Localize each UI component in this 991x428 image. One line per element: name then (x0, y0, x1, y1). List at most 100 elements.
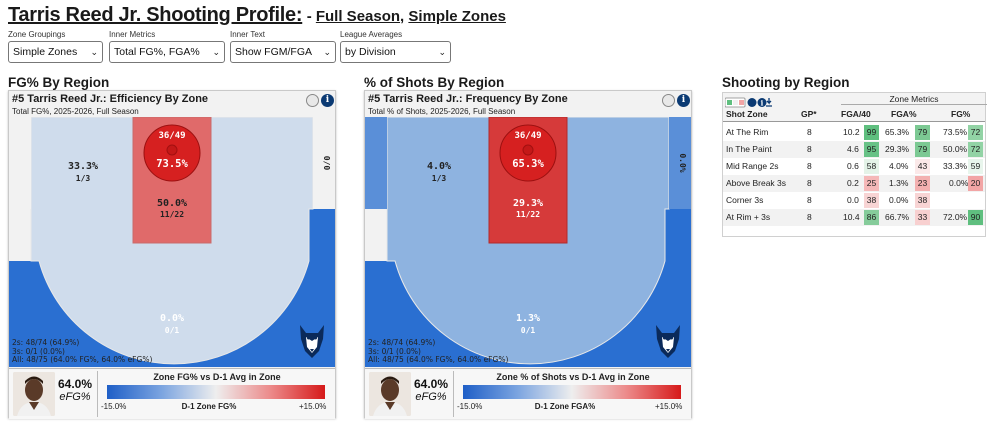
three-frac: 0/1 (165, 326, 180, 335)
chevron-down-icon: ⌄ (90, 47, 98, 57)
panel-heading: #5 Tarris Reed Jr.: Efficiency By Zone (12, 93, 209, 105)
cell-fga40: 4.6 (847, 144, 859, 154)
three-frac: 0/1 (521, 326, 536, 335)
inner-text-label: Inner Text (230, 30, 265, 39)
info-icon[interactable]: i (321, 94, 334, 107)
stat-twos: 2s: 48/74 (64.9%) (12, 338, 80, 347)
cell-fgapct-rank: 79 (915, 142, 930, 157)
corner-left-empty (9, 117, 31, 209)
three-pct: 0.0% (160, 313, 184, 324)
toggle-circle-icon[interactable] (306, 94, 319, 107)
inner-text-select[interactable]: Show FGM/FGA ⌄ (230, 41, 336, 63)
inner-metrics-label: Inner Metrics (109, 30, 156, 39)
info-icon[interactable]: i (677, 94, 690, 107)
cell-fgapct: 66.7% (885, 212, 910, 222)
legend-title: Zone FG% vs D-1 Avg in Zone (153, 372, 281, 382)
cell-fgapct-rank: 79 (915, 125, 930, 140)
cell-fga40-rank: 99 (864, 125, 879, 140)
paint-frac: 11/22 (516, 210, 540, 219)
table-header (723, 106, 985, 122)
cell-fga40: 0.0 (847, 195, 859, 205)
title-sub-zones[interactable]: Simple Zones (408, 8, 506, 25)
mid-pct: 4.0% (427, 161, 451, 172)
table-row: Above Break 3s 8 0.2 25 1.3% 23 0.0% 20 (723, 175, 985, 192)
rim-frac: 36/49 (514, 131, 541, 141)
legend-title: Zone % of Shots vs D-1 Avg in Zone (496, 372, 650, 382)
col-fg-pct[interactable]: FG% (951, 109, 971, 119)
mid-pct: 33.3% (68, 161, 98, 172)
info-icon[interactable] (757, 98, 767, 107)
zone-groupings-select[interactable]: Simple Zones ⌄ (8, 41, 103, 63)
col-shot-zone[interactable]: Shot Zone (726, 109, 768, 119)
cell-gp: 8 (807, 195, 812, 205)
hoop (166, 144, 178, 156)
cell-fgapct-rank: 38 (915, 193, 930, 208)
cell-zone: In The Paint (726, 144, 772, 154)
divider (453, 371, 454, 417)
cell-fga40-rank: 86 (864, 210, 879, 225)
stat-all: All: 48/75 (64.0% FG%, 64.0% eFG%) (12, 355, 153, 364)
cell-fga40: 0.6 (847, 161, 859, 171)
legend-footer: 64.0% eFG% Zone FG% vs D-1 Avg in Zone -… (9, 368, 335, 419)
inner-metrics-select[interactable]: Total FG%, FGA% ⌄ (109, 41, 225, 63)
panel-heading: #5 Tarris Reed Jr.: Frequency By Zone (368, 93, 568, 105)
player-photo (13, 372, 55, 416)
cell-fgpct: 33.3% (943, 161, 968, 171)
cell-fgapct-rank: 23 (915, 176, 930, 191)
cell-zone: Corner 3s (726, 195, 764, 205)
team-logo-icon (656, 325, 680, 358)
col-fga40[interactable]: FGA/40 (841, 109, 871, 119)
stat-threes: 3s: 0/1 (0.0%) (12, 346, 65, 356)
toggle-circle-icon[interactable] (662, 94, 675, 107)
efg-label: eFG% (59, 391, 91, 403)
cell-fga40: 10.4 (843, 212, 860, 222)
title-sub-period[interactable]: Full Season (315, 8, 401, 25)
cell-fgpct-rank: 20 (968, 176, 983, 191)
cell-zone: Above Break 3s (726, 178, 787, 188)
table-row: Mid Range 2s 8 0.6 58 4.0% 43 33.3% 59 (723, 158, 985, 175)
frequency-panel: #5 Tarris Reed Jr.: Frequency By Zone To… (364, 90, 692, 419)
mid-frac: 1/3 (76, 174, 91, 183)
three-pct: 1.3% (516, 313, 540, 324)
shooting-stats: 2s: 48/74 (64.9%) 3s: 0/1 (0.0%) All: 48… (368, 338, 509, 365)
col-gp[interactable]: GP* (801, 109, 817, 119)
cell-fga40: 0.2 (847, 178, 859, 188)
panel-subheading: Total FG%, 2025-2026, Full Season (12, 107, 139, 116)
cell-fgpct-rank: 72 (968, 125, 983, 140)
legend-max: +15.0% (655, 402, 683, 411)
download-icon[interactable] (766, 98, 772, 107)
divider (97, 371, 98, 417)
table-toolbar: i (724, 95, 781, 113)
stat-all: All: 48/75 (64.0% FG%, 64.0% eFG%) (368, 355, 509, 364)
inner-metrics-control: Inner Metrics Total FG%, FGA% ⌄ (109, 30, 225, 63)
stat-threes: 3s: 0/1 (0.0%) (368, 346, 421, 356)
settings-icon[interactable] (747, 98, 757, 107)
player-avatar (369, 372, 411, 416)
cell-fgpct: 72.0% (943, 212, 968, 222)
zone-metrics-header: Zone Metrics (841, 94, 987, 105)
corner-frac: 0/0 (322, 156, 331, 171)
cell-fga40-rank: 25 (864, 176, 879, 191)
cell-fgapct: 65.3% (885, 127, 910, 137)
cell-fga40-rank: 58 (864, 159, 879, 174)
cell-fgapct-rank: 33 (915, 210, 930, 225)
section-shots-by-region: % of Shots By Region (364, 75, 505, 90)
efg-summary: 64.0% eFG% (413, 377, 449, 403)
table-row: At Rim + 3s 8 10.4 86 66.7% 33 72.0% 90 (723, 209, 985, 226)
col-fga-pct[interactable]: FGA% (891, 109, 917, 119)
league-averages-label: League Averages (340, 30, 403, 39)
cell-fgapct: 1.3% (889, 178, 909, 188)
cell-fgapct: 4.0% (889, 161, 909, 171)
efg-value: 64.0% (57, 377, 93, 391)
hoop (522, 144, 534, 156)
inner-text-control: Inner Text Show FGM/FGA ⌄ (230, 30, 336, 63)
legend-min: -15.0% (457, 402, 483, 411)
paint-pct: 29.3% (513, 198, 543, 209)
zone-groupings-control: Zone Groupings Simple Zones ⌄ (8, 30, 103, 63)
rim-pct: 73.5% (156, 158, 188, 170)
cell-fgpct-rank: 72 (968, 142, 983, 157)
cell-fgpct: 0.0% (949, 178, 969, 188)
league-averages-select[interactable]: by Division ⌄ (340, 41, 451, 63)
league-averages-value: by Division (345, 46, 396, 58)
svg-text:i: i (761, 99, 764, 108)
